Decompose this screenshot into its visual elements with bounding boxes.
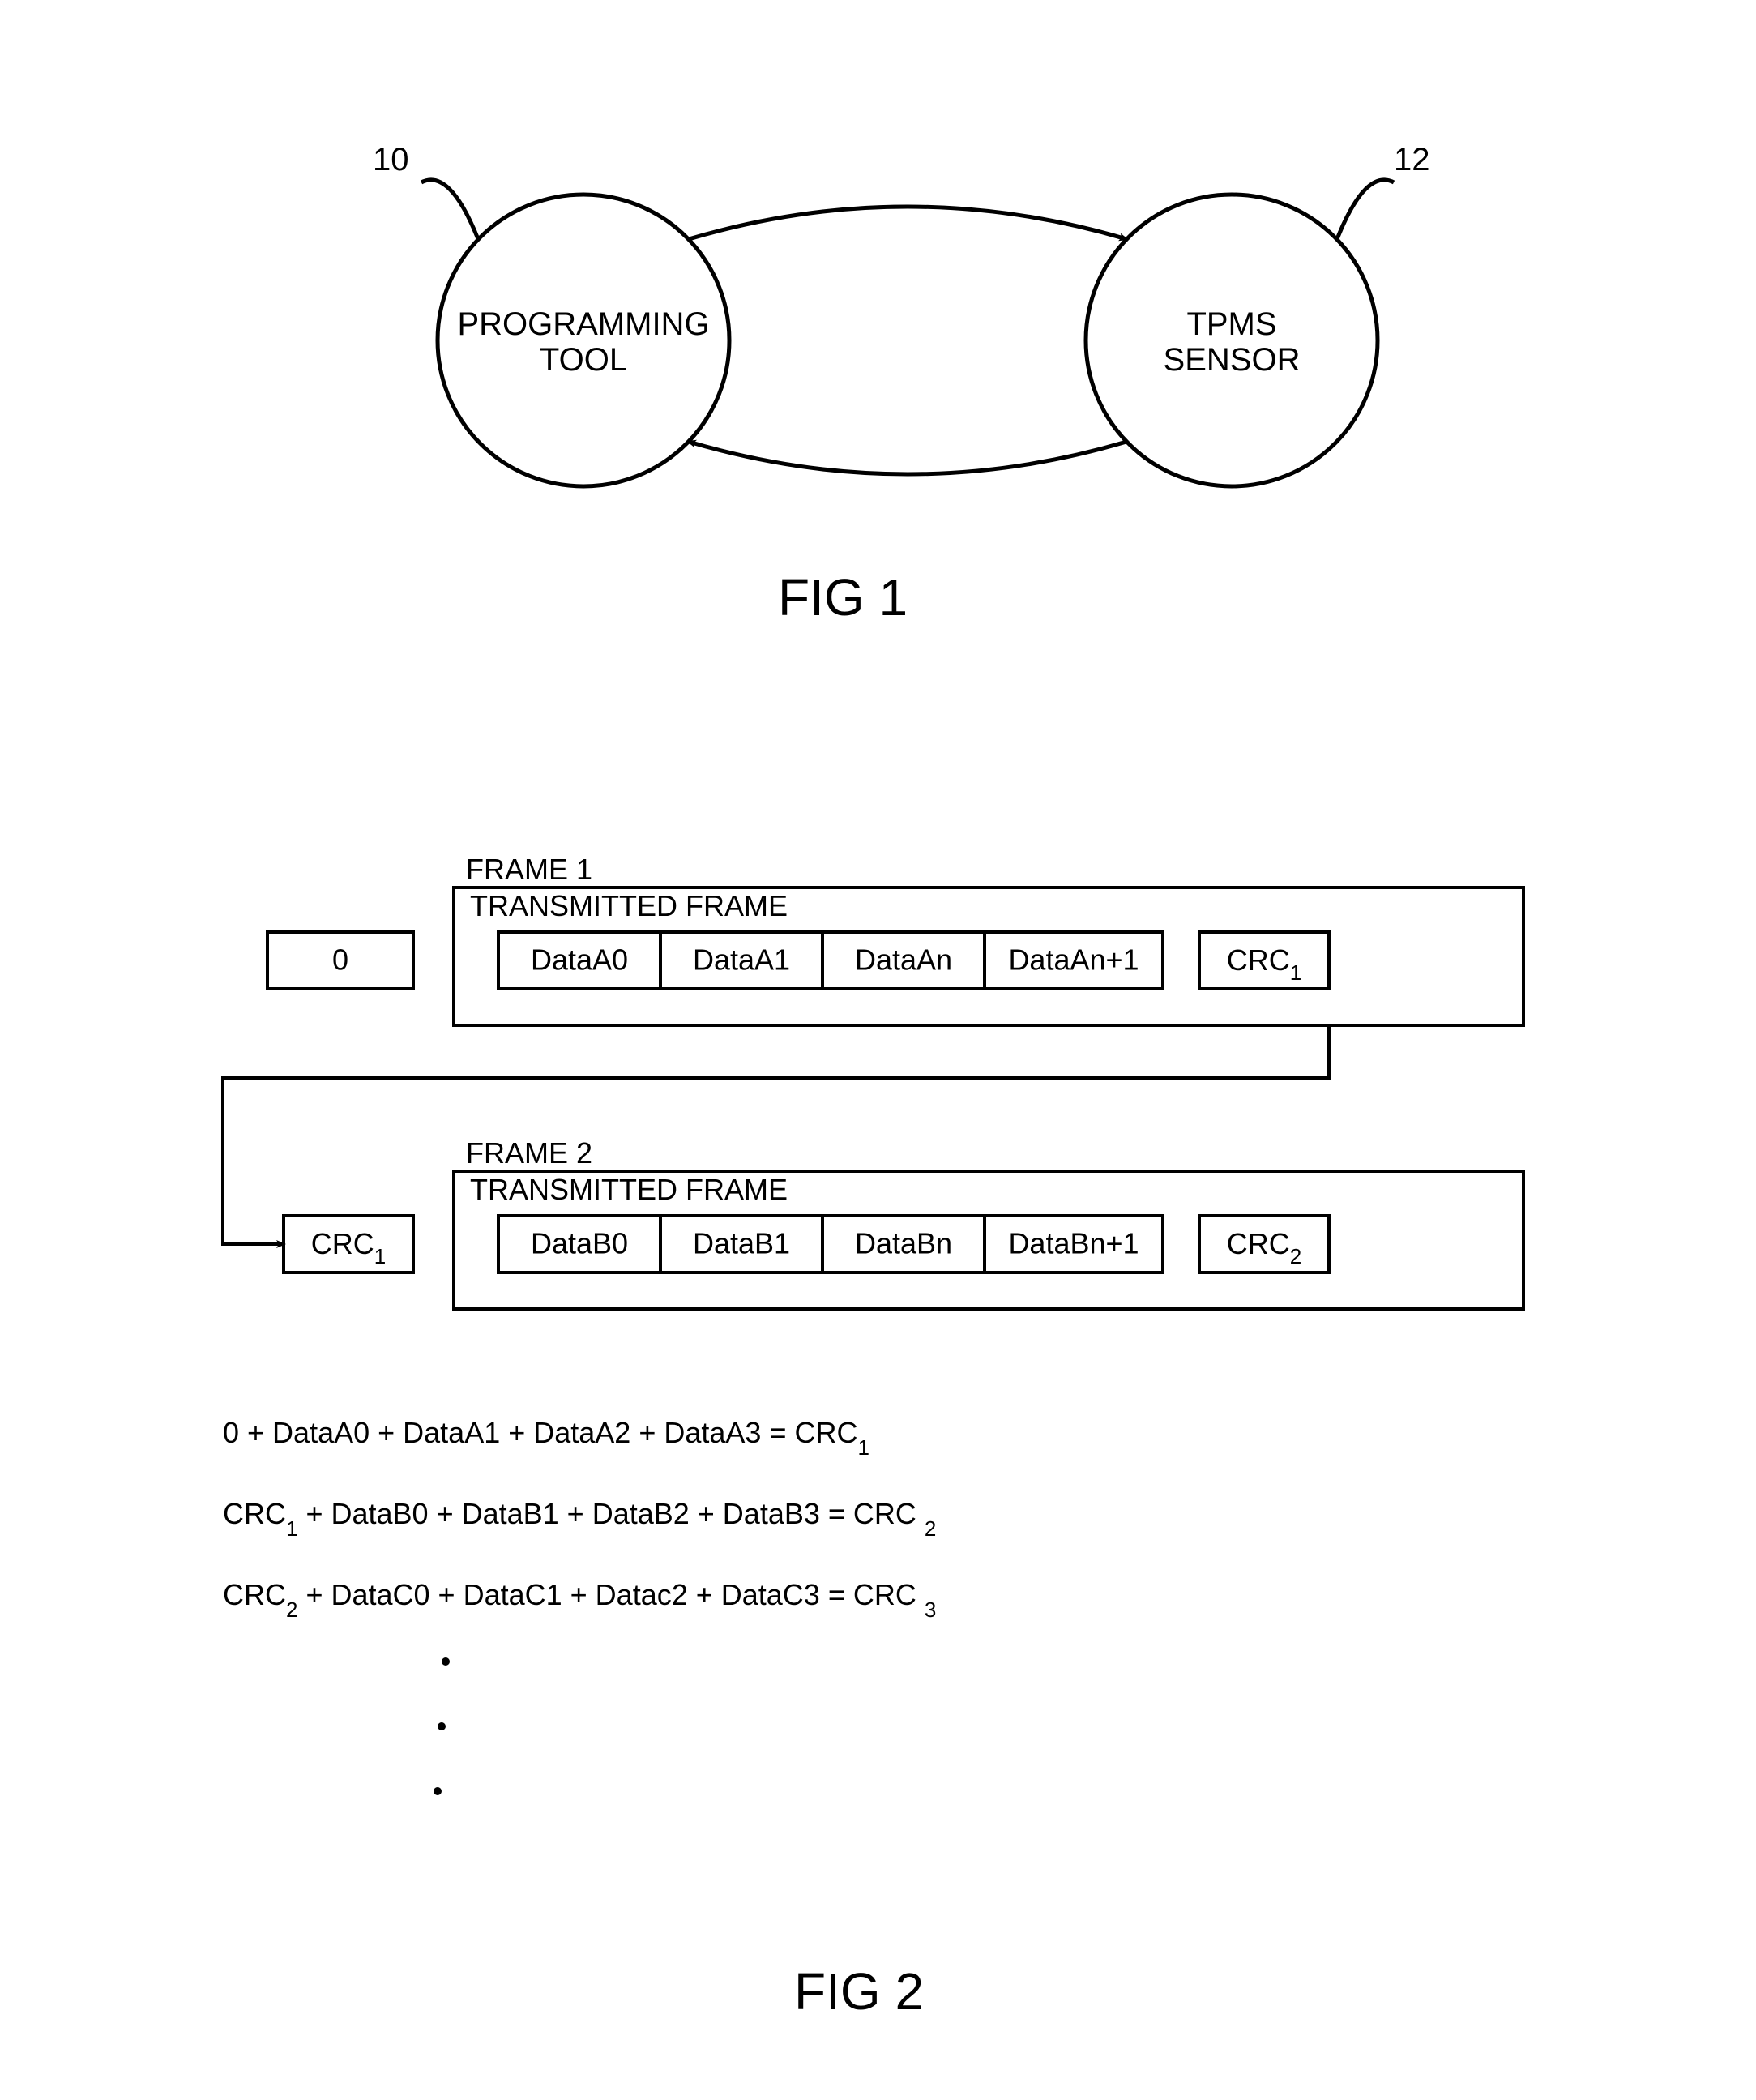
diagram-svg: PROGRAMMINGTOOL10TPMSSENSOR12 FRAME 1TRA…	[0, 0, 1756, 2100]
page-canvas: PROGRAMMINGTOOL10TPMSSENSOR12 FRAME 1TRA…	[0, 0, 1756, 2100]
tpms-ref-leader	[1337, 180, 1394, 239]
frame-2-cell-3-label: DataBn+1	[1008, 1227, 1139, 1260]
fig1-layer: PROGRAMMINGTOOL 10 TPMSSENSOR 12	[373, 142, 1430, 486]
crc-chain-arrow	[223, 1025, 1329, 1244]
tpms-ref: 12	[1394, 142, 1430, 177]
equation-0: 0 + DataA0 + DataA1 + DataA2 + DataA3 = …	[223, 1416, 869, 1460]
frame-1-cell-2-label: DataAn	[855, 943, 952, 977]
frame-1-sublabel: TRANSMITTED FRAME	[470, 889, 788, 922]
frame-2-seed-label: CRC1	[311, 1227, 386, 1268]
frame-1-seed-label: 0	[332, 943, 348, 977]
fig1-arrow-0	[689, 207, 1126, 239]
frame-2-cell-0-label: DataB0	[531, 1227, 628, 1260]
frame-2-cell-2-label: DataBn	[855, 1227, 952, 1260]
frame-2-crc-label: CRC2	[1227, 1227, 1301, 1268]
frame-2-cell-1-label: DataB1	[693, 1227, 790, 1260]
fig1-arrow-1	[689, 442, 1126, 474]
ellipsis-dot-1	[438, 1722, 446, 1730]
prog-label: PROGRAMMINGTOOL	[457, 306, 709, 378]
equation-2: CRC2 + DataC0 + DataC1 + Datac2 + DataC3…	[223, 1578, 936, 1622]
frame-2-sublabel: TRANSMITTED FRAME	[470, 1173, 788, 1206]
fig2-layer: FRAME 1TRANSMITTED FRAME0DataA0DataA1Dat…	[223, 853, 1523, 1795]
tpms-label: TPMSSENSOR	[1164, 306, 1301, 378]
ellipsis-dot-2	[434, 1787, 442, 1795]
frame-1-crc-label: CRC1	[1227, 943, 1301, 985]
frame-2-label: FRAME 2	[466, 1136, 592, 1170]
frame-1-cell-0-label: DataA0	[531, 943, 628, 977]
frame-1-cell-1-label: DataA1	[693, 943, 790, 977]
prog-ref-leader	[421, 180, 478, 239]
frame-1-label: FRAME 1	[466, 853, 592, 886]
prog-ref: 10	[373, 142, 409, 177]
equation-1: CRC1 + DataB0 + DataB1 + DataB2 + DataB3…	[223, 1497, 936, 1541]
frame-1-cell-3-label: DataAn+1	[1008, 943, 1139, 977]
fig1-title: FIG 1	[778, 567, 908, 627]
ellipsis-dot-0	[442, 1657, 450, 1666]
fig2-title: FIG 2	[794, 1961, 924, 2021]
